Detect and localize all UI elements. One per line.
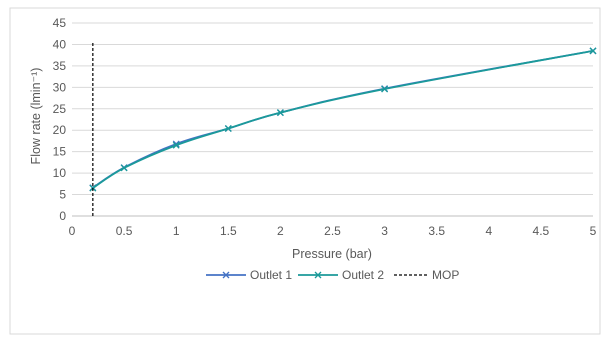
y-tick-label: 40 — [53, 37, 67, 51]
data-point-outlet-2-stroke-b — [276, 109, 284, 117]
y-tick-label: 5 — [59, 188, 66, 202]
x-tick-label: 0.5 — [116, 224, 133, 238]
x-tick-label: 0 — [69, 224, 76, 238]
x-tick-label: 3 — [381, 224, 388, 238]
data-point-outlet-2-stroke-b — [224, 125, 232, 132]
y-tick-label: 0 — [59, 209, 66, 223]
x-tick-label: 4.5 — [533, 224, 550, 238]
y-axis-label: Flow rate (lmin⁻¹) — [29, 68, 43, 165]
data-point-outlet-2 — [224, 125, 232, 132]
y-tick-label: 15 — [53, 145, 67, 159]
legend-label-outlet-1: Outlet 1 — [250, 268, 292, 282]
legend-marker-outlet-2-stroke-b — [314, 271, 322, 279]
legend: Outlet 1 Outlet 2 MOP — [206, 268, 459, 282]
legend-label-outlet-2: Outlet 2 — [342, 268, 384, 282]
y-tick-label: 45 — [53, 16, 67, 30]
tick-labels: 0 5 10 15 20 25 30 35 40 45 0 0.5 1 1.5 2 2.5 3 3.5 4 4.5 5 — [53, 16, 597, 238]
legend-marker-outlet-1 — [222, 271, 230, 279]
x-tick-label: 1.5 — [220, 224, 237, 238]
legend-item-outlet-2: Outlet 2 — [298, 268, 384, 282]
data-point-outlet-2 — [120, 164, 128, 172]
y-tick-label: 10 — [53, 166, 67, 180]
x-tick-label: 4 — [485, 224, 492, 238]
series-layer — [89, 42, 597, 216]
x-axis-label: Pressure (bar) — [292, 247, 372, 261]
data-point-outlet-2-stroke-b — [120, 164, 128, 172]
legend-marker-outlet-2 — [314, 271, 322, 279]
y-tick-label: 35 — [53, 59, 67, 73]
x-tick-label: 2.5 — [324, 224, 341, 238]
x-tick-label: 5 — [590, 224, 597, 238]
y-tick-label: 20 — [53, 123, 67, 137]
data-point-outlet-2-stroke-b — [589, 47, 597, 55]
legend-item-outlet-1: Outlet 1 — [206, 268, 292, 282]
y-tick-label: 25 — [53, 102, 67, 116]
data-point-outlet-2 — [276, 109, 284, 117]
data-point-outlet-2 — [381, 85, 389, 93]
x-tick-label: 1 — [173, 224, 180, 238]
legend-label-mop: MOP — [432, 268, 459, 282]
data-point-outlet-2 — [589, 47, 597, 55]
series-line-outlet-2 — [92, 49, 594, 189]
x-tick-label: 3.5 — [428, 224, 445, 238]
y-tick-label: 30 — [53, 80, 67, 94]
data-point-outlet-2-stroke-b — [381, 85, 389, 93]
x-tick-label: 2 — [277, 224, 284, 238]
legend-item-mop: MOP — [394, 268, 459, 282]
legend-marker-outlet-1-stroke-b — [222, 271, 230, 279]
chart-area-border — [9, 7, 601, 335]
data-point-outlet-2 — [172, 141, 180, 149]
data-point-outlet-2-stroke-b — [172, 141, 180, 149]
